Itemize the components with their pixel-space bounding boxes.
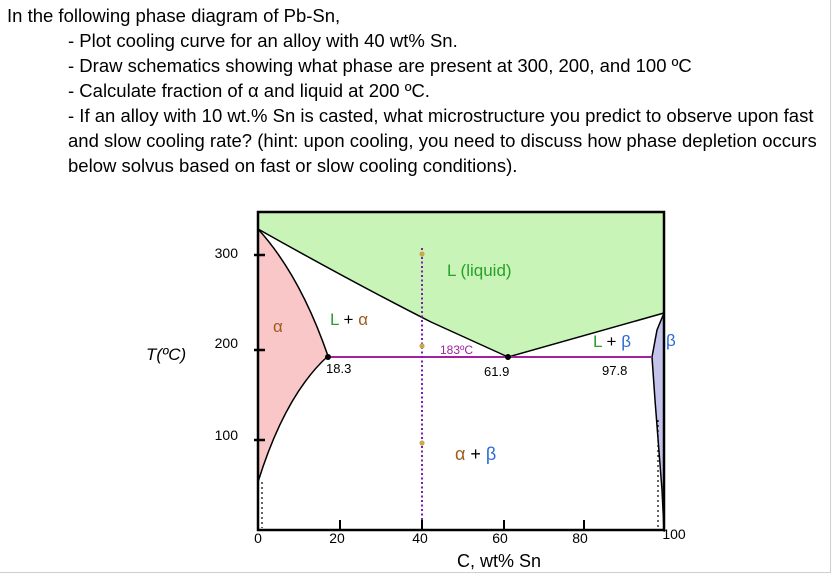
x-tick-label-20: 20 [329,530,345,546]
question-item-2: - Draw schematics showing what phase are… [68,55,692,76]
y-tick-label-200: 200 [215,335,239,351]
question-item-4: - If an alloy with 10 wt.% Sn is casted,… [68,105,817,176]
alloy-marker-dot-100 [419,440,425,446]
label-alpha: α [273,317,283,336]
label-l-plus-beta-part-2: β [616,332,631,351]
label-alpha-plus-beta: α + β [455,444,496,464]
eutectic-temp-label: 183ºC [440,343,473,357]
question-intro: In the following phase diagram of Pb-Sn, [7,5,341,26]
question-text: In the following phase diagram of Pb-Sn,… [7,3,833,178]
x-tick-label-100: 100 [662,526,686,542]
label-l-plus-alpha-part-1: + [339,310,354,329]
beta-boundary-line [651,312,665,531]
x-axis-label: C, wt% Sn [457,551,541,571]
solidus-left-line [257,228,329,357]
label-l-plus-beta: L + β [593,332,631,351]
liquid-region [258,212,664,357]
x-tick-label-0: 0 [254,530,262,546]
liquidus-right-line [507,312,665,358]
y-axis-label: T(ºC) [146,345,186,364]
y-tick-label-100: 100 [215,427,239,443]
question-item-3: - Calculate fraction of α and liquid at … [68,80,430,101]
solvus-left-line [257,355,329,483]
label-l-plus-beta-part-0: L [593,332,602,351]
label-liquid: L (liquid) [447,261,512,280]
label-l-plus-alpha-part-2: α [353,310,368,329]
alloy-marker-dot-200 [419,343,425,349]
eutectic-point-dot [505,354,511,360]
x-tick-label-80: 80 [572,530,588,546]
label-l-plus-beta-part-1: + [602,332,617,351]
label-alpha-plus-beta-part-1: + [465,444,481,464]
question-item-1: - Plot cooling curve for an alloy with 4… [68,30,458,51]
x-tick-label-40: 40 [412,530,428,546]
plot-frame [256,210,666,532]
y-tick-label-300: 300 [215,245,239,261]
liquidus-left-line [257,228,509,358]
alloy-marker-dot-300 [419,251,425,257]
x-tick-label-60: 60 [492,530,508,546]
question-items: - Plot cooling curve for an alloy with 4… [7,28,833,178]
alpha-max-dot [325,354,331,360]
label-l-plus-alpha-part-0: L [330,310,339,329]
beta-min-composition-label: 97.8 [602,363,627,378]
label-beta: β [666,331,676,350]
label-alpha-plus-beta-part-2: β [481,444,496,464]
alpha-region [258,229,328,482]
eutectic-composition-label: 61.9 [484,364,509,379]
label-l-plus-alpha: L + α [330,310,368,329]
alpha-max-composition-label: 18.3 [326,361,351,376]
label-alpha-plus-beta-part-0: α [455,444,465,464]
